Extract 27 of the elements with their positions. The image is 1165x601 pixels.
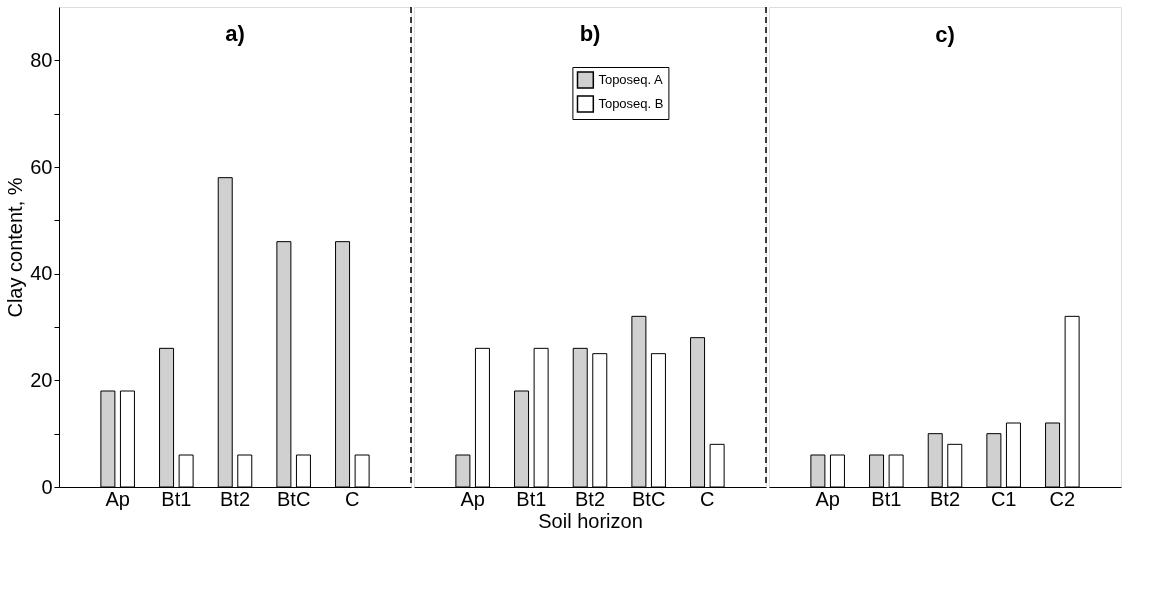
x-tick-label: Ap: [460, 487, 485, 510]
x-tick-label: Bt2: [574, 487, 606, 510]
legend-label: Toposeq. B: [598, 96, 664, 111]
x-tick-label: Ap: [815, 487, 840, 510]
x-tick-label: Bt2: [929, 487, 961, 510]
x-tick-label: Ap: [105, 487, 130, 510]
x-tick-label: C2: [1049, 487, 1076, 510]
x-tick-label: Bt1: [871, 487, 902, 510]
y-tick-label: 20: [30, 368, 53, 391]
text: c): [935, 22, 955, 47]
legend-label: Toposeq. A: [598, 72, 664, 87]
y-tick-label: 60: [30, 155, 53, 178]
text: a): [225, 21, 245, 47]
x-axis-title: Soil horizon: [538, 509, 643, 532]
x-tick-label: Bt1: [161, 487, 192, 510]
x-tick-label: BtC: [276, 487, 311, 510]
x-tick-label: C: [345, 487, 360, 510]
y-tick-label: 80: [30, 48, 53, 71]
y-tick-label: 0: [41, 475, 53, 498]
x-tick-label: BtC: [631, 487, 666, 510]
x-tick-label: Bt2: [219, 487, 251, 510]
x-tick-label: Bt1: [516, 487, 547, 510]
x-tick-label: C1: [990, 487, 1017, 510]
text: b): [579, 21, 601, 47]
y-axis-title: Clay content, %: [4, 177, 27, 318]
x-tick-label: C: [700, 487, 715, 510]
y-tick-label: 40: [30, 262, 53, 285]
